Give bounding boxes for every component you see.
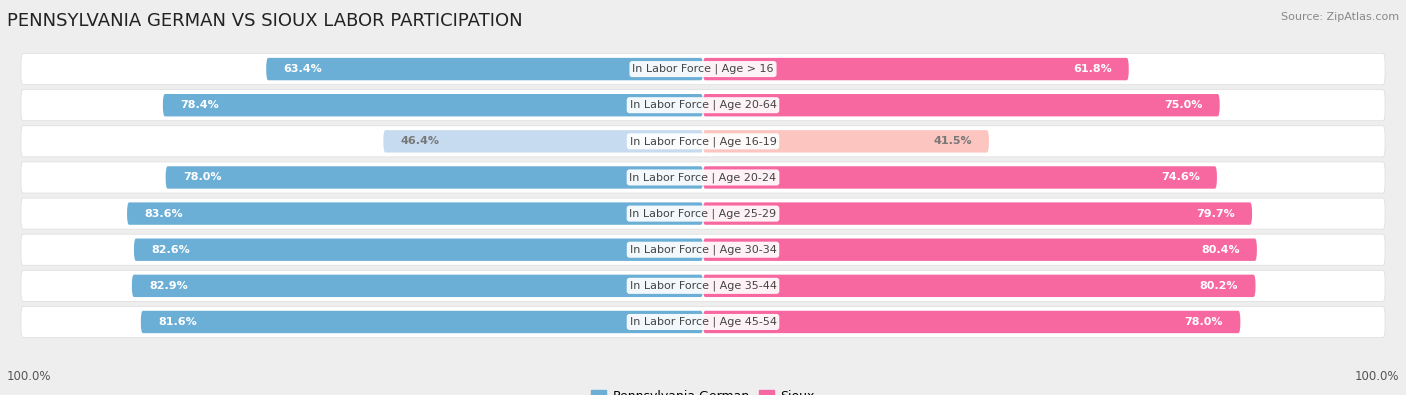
Text: 61.8%: 61.8%: [1073, 64, 1112, 74]
FancyBboxPatch shape: [703, 202, 1253, 225]
FancyBboxPatch shape: [134, 239, 703, 261]
Text: 41.5%: 41.5%: [934, 136, 972, 146]
FancyBboxPatch shape: [163, 94, 703, 117]
Text: In Labor Force | Age 35-44: In Labor Force | Age 35-44: [630, 280, 776, 291]
Text: 78.0%: 78.0%: [1185, 317, 1223, 327]
FancyBboxPatch shape: [166, 166, 703, 189]
FancyBboxPatch shape: [21, 162, 1385, 193]
FancyBboxPatch shape: [127, 202, 703, 225]
FancyBboxPatch shape: [703, 311, 1240, 333]
Text: 78.0%: 78.0%: [183, 173, 221, 182]
Text: 75.0%: 75.0%: [1164, 100, 1202, 110]
Text: In Labor Force | Age 45-54: In Labor Force | Age 45-54: [630, 317, 776, 327]
Text: In Labor Force | Age 20-64: In Labor Force | Age 20-64: [630, 100, 776, 111]
Text: 74.6%: 74.6%: [1161, 173, 1199, 182]
FancyBboxPatch shape: [384, 130, 703, 152]
Text: 78.4%: 78.4%: [180, 100, 219, 110]
FancyBboxPatch shape: [703, 239, 1257, 261]
Text: 80.4%: 80.4%: [1201, 245, 1240, 255]
Text: 46.4%: 46.4%: [401, 136, 440, 146]
Text: 81.6%: 81.6%: [157, 317, 197, 327]
Text: 82.9%: 82.9%: [149, 281, 188, 291]
FancyBboxPatch shape: [266, 58, 703, 80]
Text: In Labor Force | Age > 16: In Labor Force | Age > 16: [633, 64, 773, 74]
FancyBboxPatch shape: [21, 198, 1385, 229]
FancyBboxPatch shape: [21, 307, 1385, 337]
FancyBboxPatch shape: [21, 90, 1385, 121]
FancyBboxPatch shape: [21, 270, 1385, 301]
FancyBboxPatch shape: [703, 94, 1220, 117]
FancyBboxPatch shape: [703, 166, 1218, 189]
FancyBboxPatch shape: [703, 58, 1129, 80]
FancyBboxPatch shape: [132, 275, 703, 297]
Legend: Pennsylvania German, Sioux: Pennsylvania German, Sioux: [592, 389, 814, 395]
Text: In Labor Force | Age 16-19: In Labor Force | Age 16-19: [630, 136, 776, 147]
Text: 100.0%: 100.0%: [1354, 370, 1399, 383]
FancyBboxPatch shape: [141, 311, 703, 333]
Text: In Labor Force | Age 25-29: In Labor Force | Age 25-29: [630, 208, 776, 219]
Text: In Labor Force | Age 20-24: In Labor Force | Age 20-24: [630, 172, 776, 183]
Text: Source: ZipAtlas.com: Source: ZipAtlas.com: [1281, 12, 1399, 22]
Text: 80.2%: 80.2%: [1199, 281, 1239, 291]
Text: PENNSYLVANIA GERMAN VS SIOUX LABOR PARTICIPATION: PENNSYLVANIA GERMAN VS SIOUX LABOR PARTI…: [7, 12, 523, 30]
Text: 63.4%: 63.4%: [284, 64, 322, 74]
Text: 79.7%: 79.7%: [1197, 209, 1234, 218]
FancyBboxPatch shape: [21, 234, 1385, 265]
FancyBboxPatch shape: [703, 130, 988, 152]
Text: 100.0%: 100.0%: [7, 370, 52, 383]
FancyBboxPatch shape: [21, 126, 1385, 157]
FancyBboxPatch shape: [21, 54, 1385, 85]
Text: 82.6%: 82.6%: [152, 245, 190, 255]
Text: In Labor Force | Age 30-34: In Labor Force | Age 30-34: [630, 245, 776, 255]
FancyBboxPatch shape: [703, 275, 1256, 297]
Text: 83.6%: 83.6%: [145, 209, 183, 218]
